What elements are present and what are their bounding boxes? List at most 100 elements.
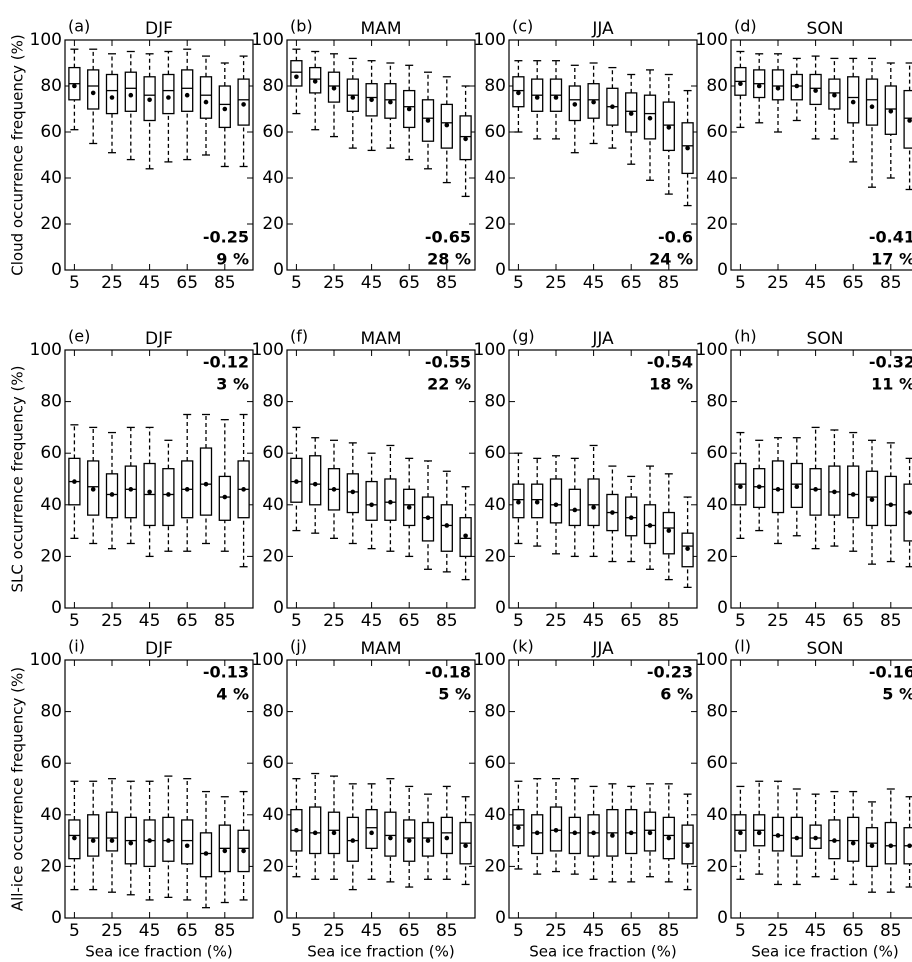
mean-dot [294,479,299,484]
box [105,811,119,852]
mean-dot [775,833,781,838]
mean-dot [610,833,615,838]
y-tick-label: 60 [706,122,728,142]
x-tick-label: 45 [805,921,827,941]
y-tick-label: 20 [40,856,62,876]
mean-dot [794,835,800,841]
x-tick-label: 65 [176,921,198,941]
annotation: -0.6 [658,228,693,247]
mean-dot [647,115,653,121]
y-axis-label: Cloud occurrence frequency (%) [9,34,27,275]
mean-dot [406,505,412,510]
mean-dot [738,830,743,836]
mean-dot [147,489,152,495]
panel-title: DJF [145,329,173,349]
mean-dot [832,489,837,495]
annotation: 22 % [427,375,471,394]
x-tick-label: 85 [658,921,680,941]
y-tick-label: 0 [495,260,506,280]
y-tick-label: 20 [484,856,506,876]
mean-dot [591,99,596,105]
x-tick-label: 45 [139,273,161,293]
annotation: 28 % [427,250,471,269]
box [87,69,100,110]
mean-dot [666,125,672,130]
plot-frame [64,659,254,919]
mean-dot [331,86,337,91]
x-tick-label: 65 [620,273,642,293]
x-tick-label: 5 [69,921,80,941]
x-tick-label: 45 [583,273,605,293]
annotation: 5 % [882,685,912,704]
annotation: 4 % [216,685,249,704]
mean-dot [647,830,653,836]
box [847,465,860,519]
y-tick-label: 80 [484,392,506,412]
y-tick-label: 40 [262,805,284,825]
x-tick-label: 25 [545,611,567,631]
x-tick-label: 85 [658,611,680,631]
y-tick-label: 80 [40,76,62,96]
y-tick-label: 0 [717,908,728,928]
annotation: -0.13 [203,663,249,682]
annotation: 9 % [216,250,249,269]
panel-label: (d) [734,17,757,36]
mean-dot [241,487,246,492]
x-tick-label: 5 [513,921,524,941]
y-tick-label: 0 [273,598,284,618]
panel-title: DJF [145,19,173,39]
y-tick-label: 40 [40,495,62,515]
y-tick-label: 100 [696,30,728,50]
box [124,71,137,112]
mean-dot [850,99,856,105]
mean-dot [369,97,374,103]
plot-frame [730,659,912,919]
box [199,447,213,516]
mean-dot [516,90,521,96]
box [884,821,897,865]
y-tick-label: 100 [696,340,728,360]
mean-dot [832,92,837,98]
annotation: 17 % [871,250,912,269]
box [587,814,600,857]
x-tick-label: 5 [735,273,746,293]
y-tick-label: 20 [262,214,284,234]
mean-dot [628,830,634,836]
mean-dot [850,840,856,846]
mean-dot [869,497,875,502]
box [181,69,194,112]
x-tick-label: 25 [101,273,123,293]
x-tick-label: 5 [69,273,80,293]
x-tick-label: 45 [805,273,827,293]
y-tick-label: 40 [706,168,728,188]
y-tick-label: 20 [706,856,728,876]
box [365,480,378,521]
panel-title: JJA [591,639,614,659]
box [662,511,675,555]
y-tick-label: 80 [40,392,62,412]
mean-dot [312,79,318,84]
y-tick-label: 100 [252,30,284,50]
y-tick-label: 0 [717,598,728,618]
plot-frame [730,39,912,271]
x-tick-label: 85 [436,921,458,941]
mean-dot [425,838,431,843]
panel-label: (g) [512,327,535,346]
y-tick-label: 60 [262,753,284,773]
annotation: 6 % [660,685,693,704]
y-tick-label: 80 [706,702,728,722]
annotation: 3 % [216,375,249,394]
box [143,819,156,868]
y-tick-label: 60 [484,753,506,773]
y-tick-label: 0 [273,260,284,280]
mean-dot [166,838,171,843]
x-tick-label: 5 [69,611,80,631]
y-tick-label: 0 [273,908,284,928]
mean-dot [294,827,299,833]
x-tick-label: 5 [735,921,746,941]
y-tick-label: 20 [262,856,284,876]
y-tick-label: 40 [484,495,506,515]
x-tick-label: 65 [842,921,864,941]
mean-dot [553,95,559,100]
y-tick-label: 40 [262,168,284,188]
